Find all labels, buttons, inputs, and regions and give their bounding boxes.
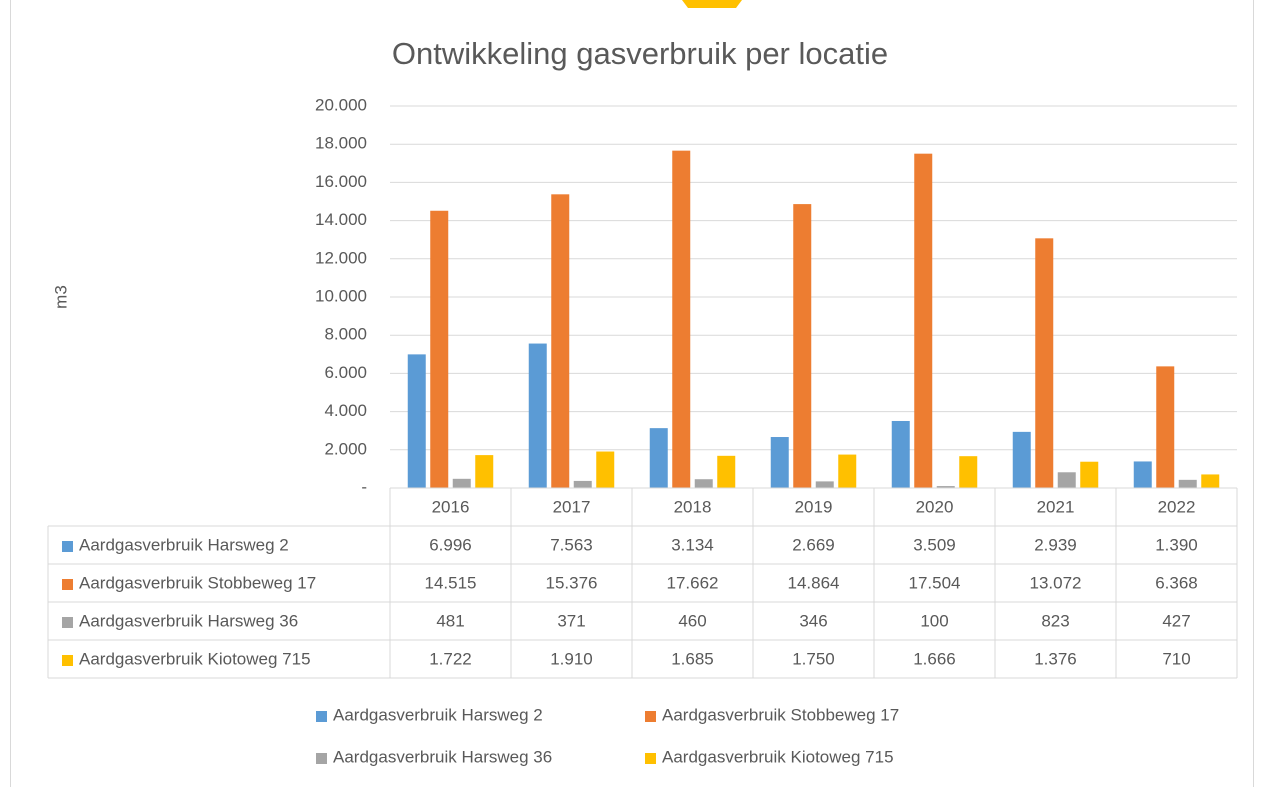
y-tick-label: 14.000 [315,210,367,229]
table-value: 2.669 [792,535,835,554]
table-value: 15.376 [546,573,598,592]
bar [551,194,570,488]
x-tick-label: 2020 [916,497,954,516]
chart-title: Ontwikkeling gasverbruik per locatie [392,36,888,71]
table-value: 481 [436,611,464,630]
table-series-name: Aardgasverbruik Kiotoweg 715 [79,649,311,668]
bar [672,150,691,488]
table-legend-key [62,579,73,590]
legend-label: Aardgasverbruik Kiotoweg 715 [662,747,894,766]
bar [528,343,547,488]
table-value: 13.072 [1030,573,1082,592]
x-tick-label: 2019 [795,497,833,516]
table-value: 460 [678,611,706,630]
bar [430,210,449,489]
bar [793,204,812,488]
table-legend-key [62,617,73,628]
bar [1035,238,1054,488]
bar [694,479,713,488]
y-tick-label: 16.000 [315,172,367,191]
bar [891,420,910,488]
table-value: 3.509 [913,535,956,554]
y-tick-label: 2.000 [324,439,367,458]
bar [815,481,834,488]
bar [959,456,978,488]
legend-key [316,753,327,764]
table-value: 1.666 [913,649,956,668]
y-tick-label: - [361,477,367,496]
decoration [682,0,742,8]
legend-key [316,711,327,722]
bar [452,478,471,488]
bar [838,454,857,488]
bar [914,153,933,489]
bar [1057,472,1076,488]
table-value: 823 [1041,611,1069,630]
x-tick-label: 2022 [1158,497,1196,516]
table-value: 1.390 [1155,535,1198,554]
bar [1080,461,1099,488]
bar [407,354,426,488]
y-tick-label: 20.000 [315,95,367,114]
y-tick-label: 12.000 [315,248,367,267]
y-tick-label: 18.000 [315,134,367,153]
y-tick-label: 8.000 [324,325,367,344]
bar [1133,461,1152,488]
bar [770,437,789,488]
bar [1178,479,1197,488]
table-value: 427 [1162,611,1190,630]
y-tick-label: 6.000 [324,363,367,382]
table-value: 710 [1162,649,1190,668]
y-axis-label: m3 [51,285,70,309]
table-series-name: Aardgasverbruik Stobbeweg 17 [79,573,316,592]
table-value: 371 [557,611,585,630]
table-value: 1.722 [429,649,472,668]
legend-label: Aardgasverbruik Harsweg 2 [333,705,543,724]
bar [596,451,615,488]
bar [573,480,592,488]
x-tick-label: 2021 [1037,497,1075,516]
x-tick-label: 2016 [432,497,470,516]
x-tick-label: 2017 [553,497,591,516]
table-value: 3.134 [671,535,714,554]
bar [717,455,736,488]
bar [1012,431,1031,488]
x-tick-label: 2018 [674,497,712,516]
bar [936,486,955,488]
table-legend-key [62,541,73,552]
legend-key [645,753,656,764]
table-value: 2.939 [1034,535,1077,554]
table-value: 7.563 [550,535,593,554]
table-value: 1.685 [671,649,714,668]
table-value: 1.376 [1034,649,1077,668]
legend-label: Aardgasverbruik Harsweg 36 [333,747,552,766]
table-value: 14.864 [788,573,840,592]
table-value: 100 [920,611,948,630]
table-value: 14.515 [425,573,477,592]
table-series-name: Aardgasverbruik Harsweg 2 [79,535,289,554]
y-tick-label: 4.000 [324,401,367,420]
table-value: 346 [799,611,827,630]
table-value: 6.368 [1155,573,1198,592]
table-value: 1.750 [792,649,835,668]
table-series-name: Aardgasverbruik Harsweg 36 [79,611,298,630]
y-tick-label: 10.000 [315,286,367,305]
bar [1156,366,1175,488]
legend-key [645,711,656,722]
bar [475,455,494,488]
table-value: 17.504 [909,573,961,592]
table-value: 6.996 [429,535,472,554]
table-value: 1.910 [550,649,593,668]
table-legend-key [62,655,73,666]
table-value: 17.662 [667,573,719,592]
bar [1201,474,1220,488]
legend-label: Aardgasverbruik Stobbeweg 17 [662,705,899,724]
bar [649,428,668,488]
